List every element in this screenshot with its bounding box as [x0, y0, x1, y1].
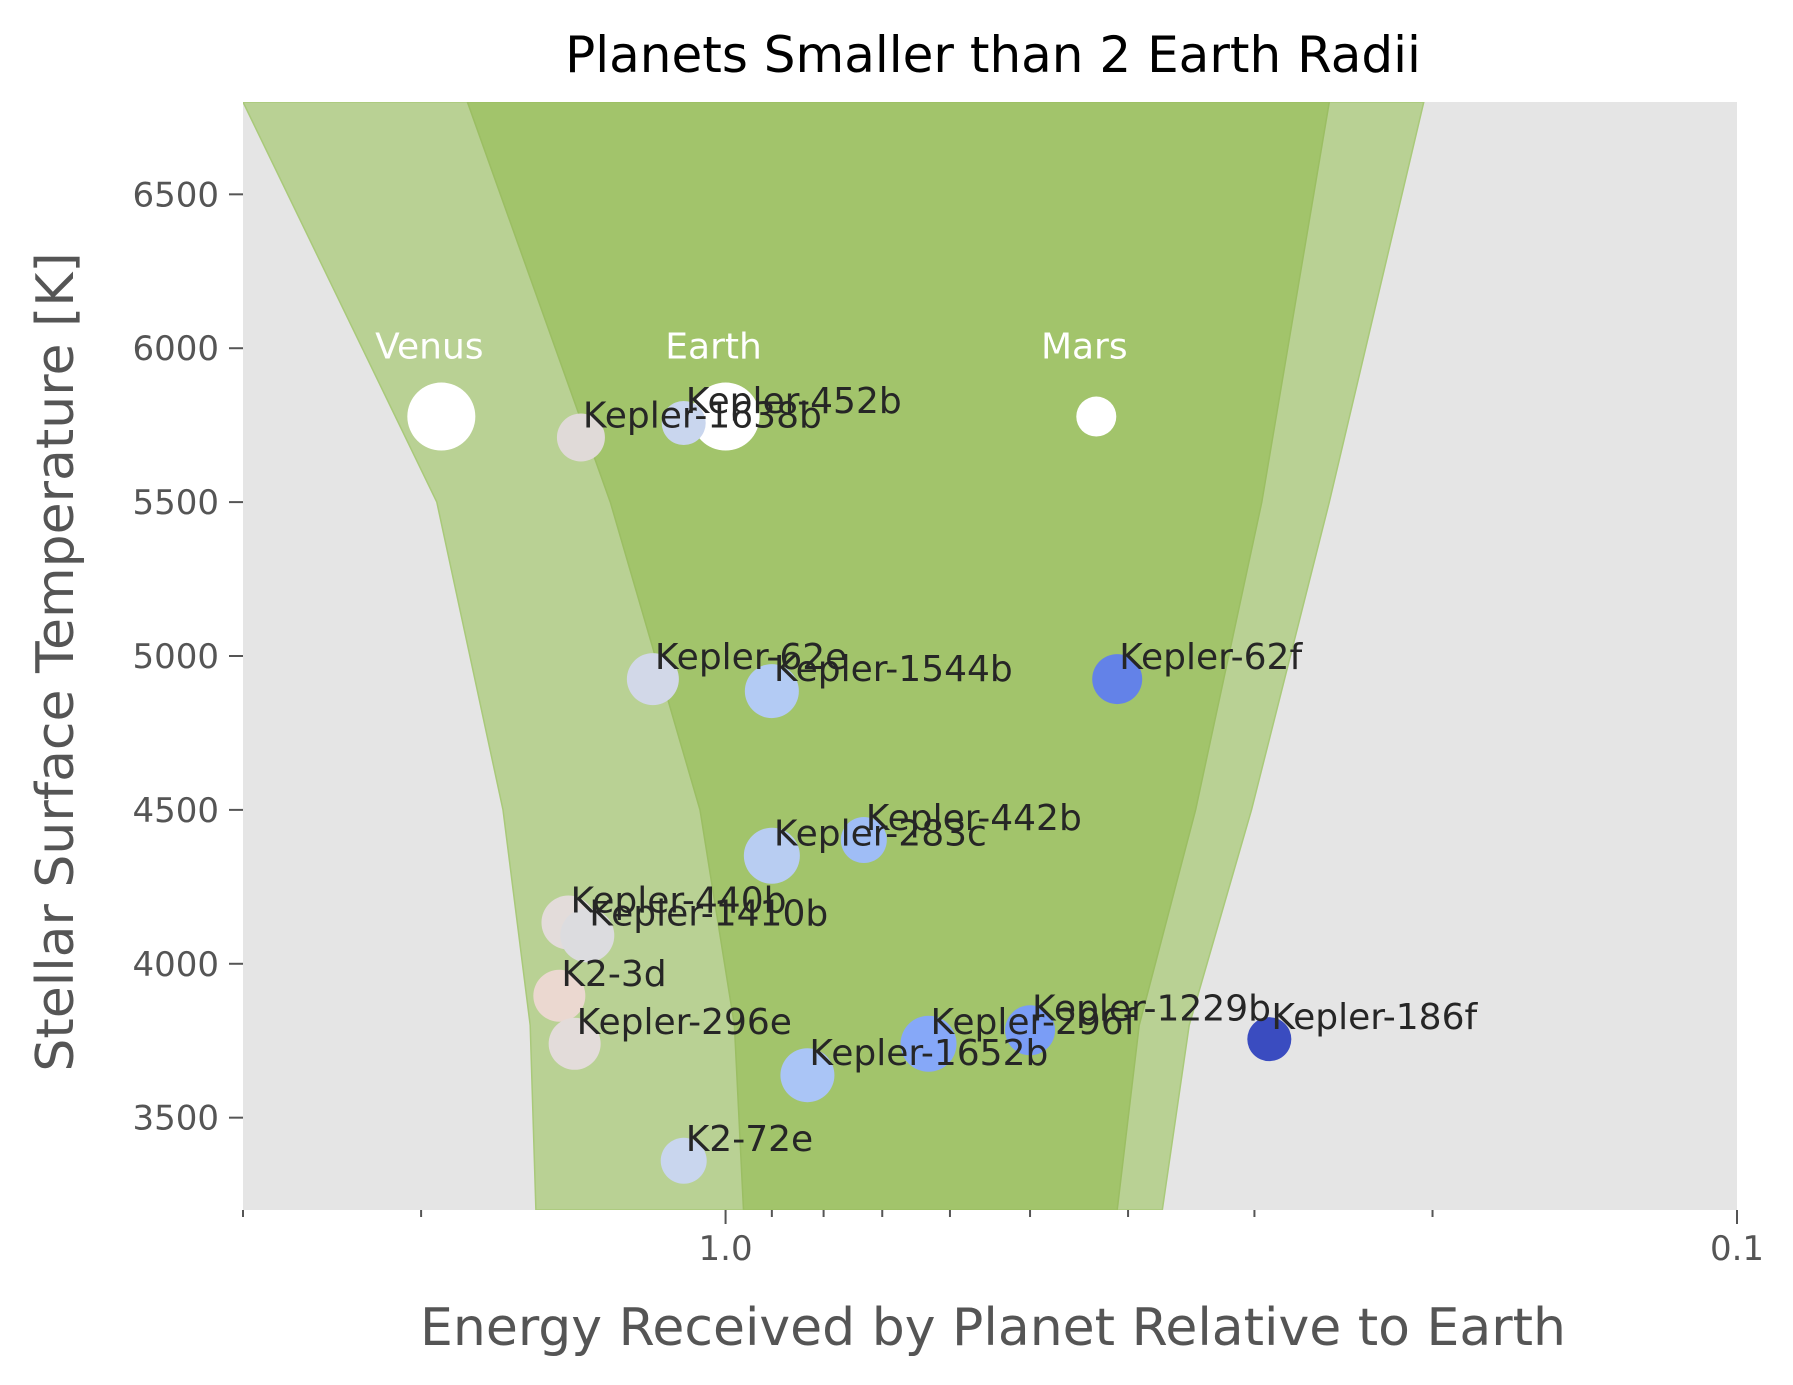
data-point-label: Kepler-296f [931, 1002, 1138, 1043]
x-tick-label: 0.1 [1710, 1229, 1764, 1269]
x-axis: 1.0 0.1 [242, 1210, 1764, 1269]
data-point-label: Kepler-1652b [809, 1033, 1048, 1074]
y-axis: 3500 4000 4500 5000 5500 6000 6500 [132, 175, 243, 1139]
data-point-label: Kepler-62e [655, 637, 847, 678]
solar-system-label: Earth [665, 327, 762, 368]
data-points [407, 382, 1292, 1184]
y-tick-label: 6000 [132, 329, 219, 369]
data-point [1005, 1005, 1056, 1056]
data-point [744, 664, 799, 719]
y-tick-label: 4500 [132, 791, 219, 831]
solar-system-point-earth [691, 382, 760, 451]
data-point-label: Kepler-186f [1271, 997, 1478, 1038]
data-point-label: Kepler-1544b [774, 649, 1013, 690]
data-point-label: Kepler-1410b [589, 893, 828, 934]
y-axis-label: Stellar Surface Temperature [K] [26, 252, 86, 1071]
data-point [900, 1015, 957, 1072]
data-point-label: Kepler-283c [774, 814, 987, 855]
solar-system-label: Mars [1041, 327, 1128, 368]
data-point [533, 969, 586, 1022]
data-point [661, 401, 706, 446]
y-tick-label: 6500 [132, 175, 219, 215]
conservative-habitable-zone [466, 102, 1331, 1210]
y-tick-label: 3500 [132, 1099, 219, 1139]
data-point-label: K2-72e [686, 1119, 813, 1160]
y-tick-label: 5000 [132, 637, 219, 677]
data-point [1092, 654, 1143, 705]
data-point [626, 653, 679, 706]
data-point-label: K2-3d [561, 954, 666, 995]
solar-system-label: Venus [375, 327, 483, 368]
x-tick-label: 1.0 [699, 1229, 753, 1269]
x-axis-label: Energy Received by Planet Relative to Ea… [420, 1298, 1566, 1358]
y-tick-label: 5500 [132, 483, 219, 523]
data-point [556, 413, 605, 462]
data-point [780, 1048, 835, 1103]
data-point-label: Kepler-442b [866, 798, 1082, 839]
data-point-label: Kepler-296e [577, 1002, 792, 1043]
y-tick-label: 4000 [132, 945, 219, 985]
data-point-label: Kepler-62f [1119, 637, 1303, 678]
data-point [660, 1137, 707, 1184]
data-point-label: Kepler-452b [686, 381, 902, 422]
solar-system-point-mars [1076, 396, 1117, 437]
data-point [743, 827, 800, 884]
data-point [560, 908, 615, 963]
data-point [840, 817, 887, 864]
data-point-label: Kepler-1229b [1032, 988, 1271, 1029]
solar-system-point-venus [407, 382, 476, 451]
data-point-label: Kepler-440b [570, 881, 786, 922]
chart-title: Planets Smaller than 2 Earth Radii [565, 26, 1421, 84]
data-point [1247, 1017, 1292, 1062]
data-point-label: Kepler-1638b [583, 395, 822, 436]
data-point [548, 1017, 601, 1070]
